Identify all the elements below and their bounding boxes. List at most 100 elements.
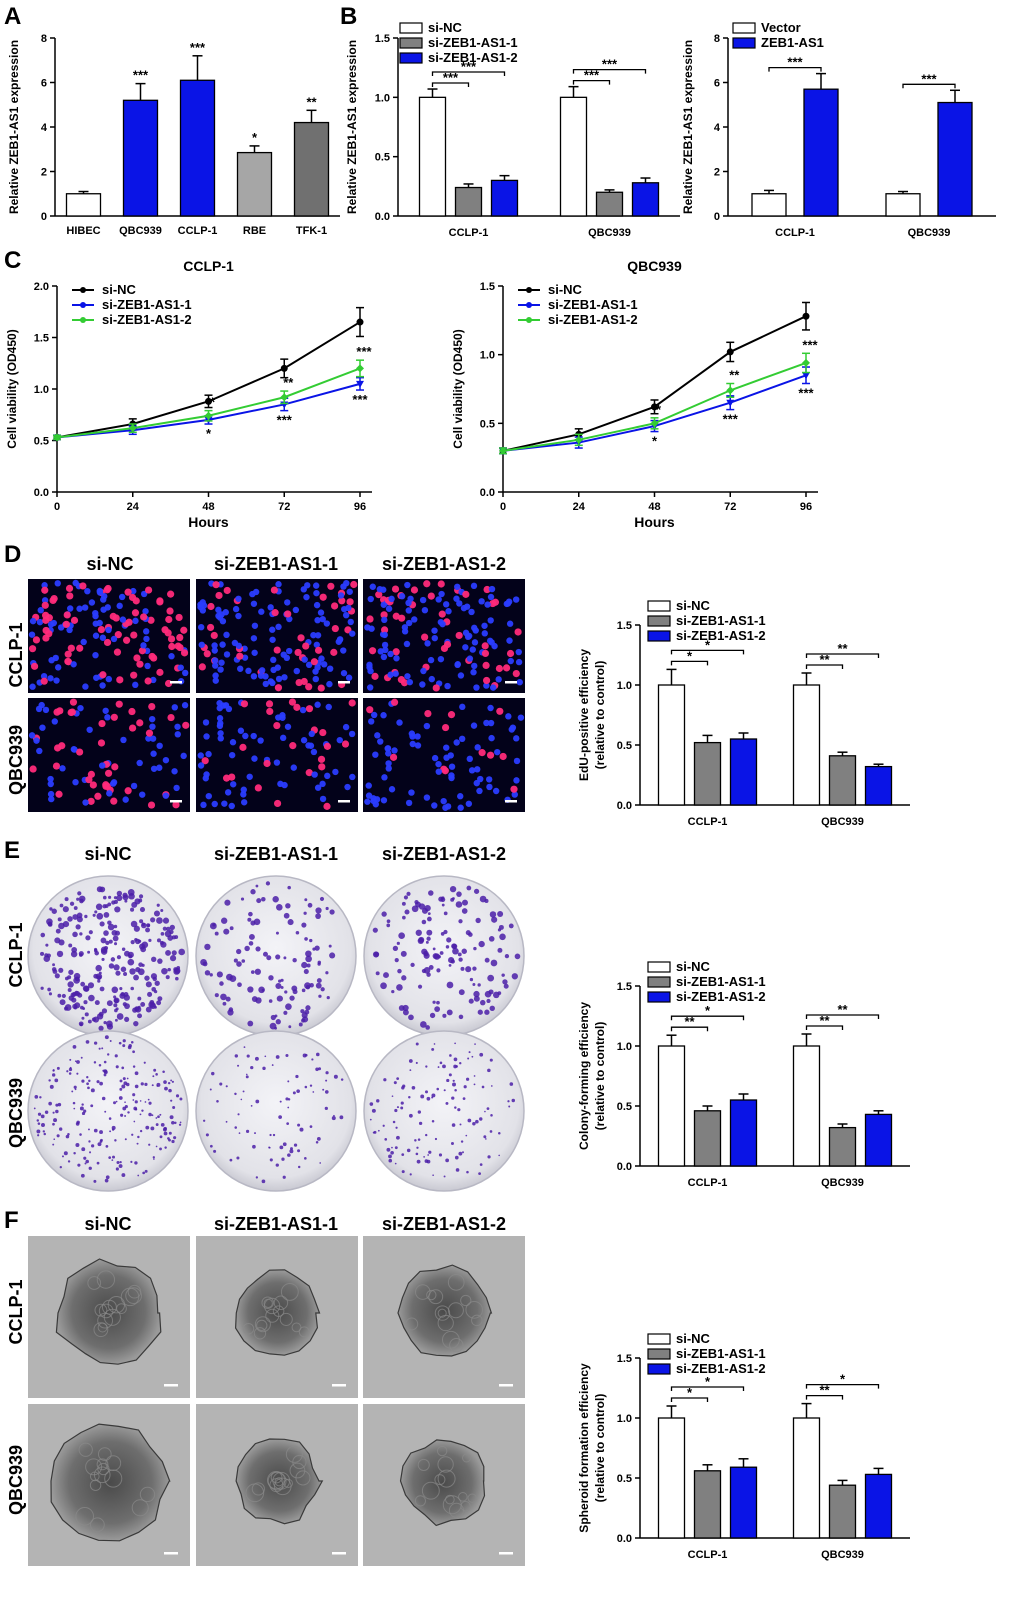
colony: [462, 1097, 466, 1101]
edu-nucleus: [28, 732, 36, 739]
colony: [136, 1142, 139, 1145]
c1-sig-bottom: *: [206, 426, 212, 441]
edu-positive-nucleus: [97, 739, 106, 747]
edu-nucleus: [511, 791, 518, 798]
edu-nucleus: [505, 598, 513, 605]
b2-bar: [751, 193, 787, 217]
colony: [114, 942, 118, 946]
colony: [114, 906, 121, 913]
colony: [386, 919, 391, 924]
edu-positive-nucleus: [305, 769, 313, 777]
colony: [90, 1088, 95, 1093]
colony: [93, 1179, 97, 1183]
edu-positive-nucleus: [222, 774, 231, 782]
colony: [72, 914, 79, 920]
edu-nucleus: [70, 661, 77, 668]
colony: [431, 1093, 436, 1098]
colony: [452, 897, 455, 900]
colony: [52, 963, 56, 967]
edu-nucleus: [314, 784, 322, 791]
colony: [434, 1006, 441, 1013]
colony: [115, 1065, 119, 1069]
edu-positive-nucleus: [28, 645, 37, 653]
edu-nucleus: [228, 802, 235, 810]
c2-sig-top: ***: [802, 337, 818, 352]
colony: [452, 1079, 455, 1082]
colony: [309, 938, 313, 943]
edu-nucleus: [252, 588, 260, 596]
colony: [451, 1096, 455, 1100]
spheroid-cell: [94, 1303, 108, 1317]
b1-ytick-label: 1.5: [375, 33, 390, 45]
edu-positive-nucleus: [180, 626, 188, 634]
edu-positive-nucleus: [421, 633, 429, 641]
edu-nucleus: [50, 619, 57, 627]
colony: [119, 1079, 123, 1083]
colony: [127, 889, 135, 896]
colony: [116, 890, 123, 897]
colony: [66, 1070, 69, 1073]
c2-point: [802, 372, 810, 380]
colony: [143, 1061, 146, 1064]
edu-nucleus: [457, 672, 465, 679]
d-bar: [693, 741, 722, 806]
edu-positive-nucleus: [110, 713, 118, 721]
colony: [392, 945, 399, 951]
colony: [427, 916, 432, 922]
colony: [116, 1161, 120, 1165]
edu-nucleus: [405, 619, 413, 627]
edu-positive-nucleus: [294, 648, 302, 657]
edu-nucleus: [66, 605, 74, 612]
colony: [436, 1000, 440, 1005]
colony: [241, 959, 246, 963]
colony: [297, 1123, 301, 1127]
edu-nucleus: [93, 674, 100, 681]
colony: [467, 1057, 470, 1060]
scale-bar: [332, 1552, 346, 1555]
colony: [236, 948, 242, 955]
edu-nucleus: [250, 732, 257, 740]
colony: [61, 1155, 64, 1158]
f-legend-swatch: [647, 1363, 671, 1375]
colony: [54, 937, 61, 944]
colony: [416, 1159, 421, 1164]
edu-nucleus: [336, 636, 344, 644]
colony: [150, 917, 156, 923]
edu-positive-nucleus: [210, 631, 218, 640]
edu-nucleus: [59, 765, 66, 772]
colony: [86, 1082, 89, 1086]
colony: [161, 967, 168, 975]
edu-positive-nucleus: [52, 762, 61, 770]
edu-nucleus: [385, 750, 392, 757]
colony: [93, 1041, 98, 1045]
edu-nucleus: [120, 736, 127, 744]
edu-nucleus: [435, 596, 442, 603]
colony: [426, 936, 431, 941]
edu-nucleus: [367, 667, 374, 675]
edu-positive-nucleus: [32, 636, 41, 644]
f-legend-swatch: [647, 1333, 671, 1345]
edu-positive-nucleus: [323, 742, 332, 750]
edu-nucleus: [96, 587, 104, 595]
edu-positive-nucleus: [392, 648, 400, 656]
edu-nucleus: [515, 648, 522, 656]
colony: [401, 1170, 405, 1174]
colony: [265, 881, 271, 886]
colony: [128, 1044, 132, 1048]
colony: [133, 1020, 139, 1027]
colony: [204, 970, 211, 976]
edu-nucleus: [143, 635, 150, 643]
colony: [446, 937, 452, 943]
colony: [369, 1102, 374, 1106]
edu-nucleus: [468, 608, 475, 616]
edu-positive-nucleus: [136, 719, 144, 727]
colony: [112, 935, 119, 942]
colony: [305, 950, 312, 957]
edu-nucleus: [347, 618, 354, 626]
colony: [373, 1130, 377, 1134]
edu-nucleus: [414, 733, 421, 740]
e-ylabel: Colony-forming efficiency: [577, 1002, 591, 1150]
edu-nucleus: [513, 757, 521, 765]
colony: [250, 889, 256, 895]
f-legend-label: si-NC: [676, 1331, 711, 1346]
